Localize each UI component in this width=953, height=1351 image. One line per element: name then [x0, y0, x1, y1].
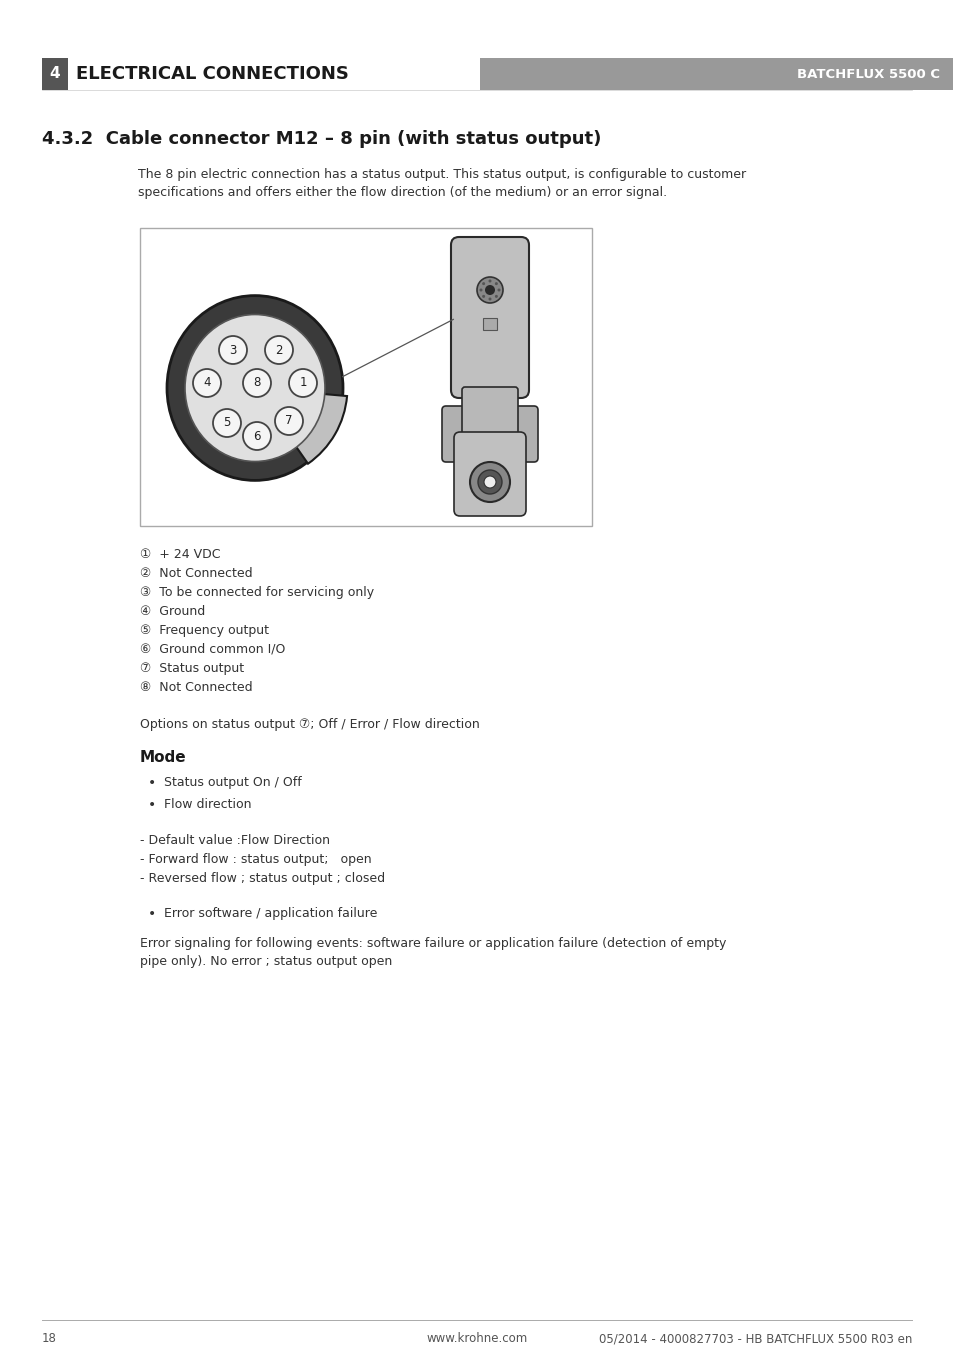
Circle shape [497, 289, 500, 292]
Text: - Default value :Flow Direction: - Default value :Flow Direction [140, 834, 330, 847]
Text: ①  + 24 VDC: ① + 24 VDC [140, 549, 220, 561]
Circle shape [495, 282, 497, 285]
Text: 1: 1 [299, 377, 307, 389]
Circle shape [476, 277, 502, 303]
Text: •: • [148, 798, 156, 812]
Text: •: • [148, 907, 156, 921]
Circle shape [495, 295, 497, 297]
Text: 05/2014 - 4000827703 - HB BATCHFLUX 5500 R03 en: 05/2014 - 4000827703 - HB BATCHFLUX 5500… [598, 1332, 911, 1346]
Circle shape [488, 280, 491, 282]
FancyBboxPatch shape [454, 432, 525, 516]
Text: 4.3.2  Cable connector M12 – 8 pin (with status output): 4.3.2 Cable connector M12 – 8 pin (with … [42, 130, 600, 149]
Circle shape [243, 422, 271, 450]
Wedge shape [254, 388, 347, 463]
Text: ELECTRICAL CONNECTIONS: ELECTRICAL CONNECTIONS [76, 65, 349, 82]
Circle shape [219, 336, 247, 363]
Circle shape [243, 369, 271, 397]
Circle shape [213, 409, 241, 436]
Text: pipe only). No error ; status output open: pipe only). No error ; status output ope… [140, 955, 392, 969]
Circle shape [488, 297, 491, 300]
Circle shape [479, 289, 482, 292]
Circle shape [483, 476, 496, 488]
Text: 4: 4 [203, 377, 211, 389]
Text: 2: 2 [275, 343, 282, 357]
Circle shape [477, 470, 501, 494]
Ellipse shape [185, 315, 325, 462]
Text: specifications and offers either the flow direction (of the medium) or an error : specifications and offers either the flo… [138, 186, 666, 199]
Text: 4: 4 [50, 66, 60, 81]
Text: 3: 3 [229, 343, 236, 357]
Circle shape [289, 369, 316, 397]
Text: ②  Not Connected: ② Not Connected [140, 567, 253, 580]
Text: Error software / application failure: Error software / application failure [164, 907, 377, 920]
Circle shape [274, 407, 303, 435]
Text: Mode: Mode [140, 750, 187, 765]
Text: Flow direction: Flow direction [164, 798, 252, 811]
Text: 7: 7 [285, 415, 293, 427]
Text: •: • [148, 775, 156, 790]
FancyBboxPatch shape [441, 407, 537, 462]
Text: The 8 pin electric connection has a status output. This status output, is config: The 8 pin electric connection has a stat… [138, 168, 745, 181]
Text: ⑦  Status output: ⑦ Status output [140, 662, 244, 676]
Text: ③  To be connected for servicing only: ③ To be connected for servicing only [140, 586, 374, 598]
Text: www.krohne.com: www.krohne.com [426, 1332, 527, 1346]
Text: 6: 6 [253, 430, 260, 443]
Circle shape [470, 462, 510, 503]
Text: 8: 8 [253, 377, 260, 389]
Text: BATCHFLUX 5500 C: BATCHFLUX 5500 C [796, 68, 939, 81]
Text: ⑧  Not Connected: ⑧ Not Connected [140, 681, 253, 694]
FancyBboxPatch shape [451, 236, 529, 399]
Circle shape [484, 285, 495, 295]
Text: 5: 5 [223, 416, 231, 430]
Bar [479, 58, 953, 91]
Text: - Reversed flow ; status output ; closed: - Reversed flow ; status output ; closed [140, 871, 385, 885]
Ellipse shape [167, 296, 343, 481]
Bar [140, 228, 592, 526]
Bar [482, 317, 497, 330]
Text: - Forward flow : status output;   open: - Forward flow : status output; open [140, 852, 372, 866]
Text: ④  Ground: ④ Ground [140, 605, 205, 617]
Text: 18: 18 [42, 1332, 57, 1346]
Circle shape [481, 295, 485, 297]
Text: Options on status output ⑦; Off / Error / Flow direction: Options on status output ⑦; Off / Error … [140, 717, 479, 731]
Text: Error signaling for following events: software failure or application failure (d: Error signaling for following events: so… [140, 938, 725, 950]
Circle shape [481, 282, 485, 285]
FancyBboxPatch shape [461, 386, 517, 443]
Text: ⑥  Ground common I/O: ⑥ Ground common I/O [140, 643, 285, 657]
Bar [42, 58, 68, 91]
Text: Status output On / Off: Status output On / Off [164, 775, 301, 789]
Circle shape [265, 336, 293, 363]
Circle shape [193, 369, 221, 397]
Text: ⑤  Frequency output: ⑤ Frequency output [140, 624, 269, 638]
